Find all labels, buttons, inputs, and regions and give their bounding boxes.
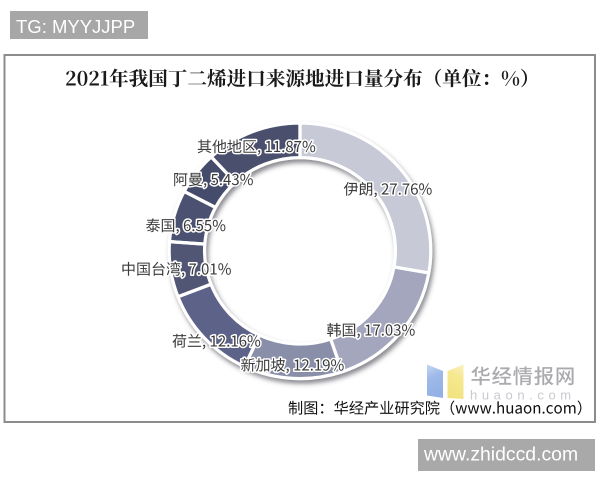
svg-text:TG: MYYJJPP: TG: MYYJJPP (16, 16, 135, 37)
svg-text:huaon.com: huaon.com (470, 388, 576, 403)
svg-text:www.zhidccd.com: www.zhidccd.com (423, 444, 578, 466)
